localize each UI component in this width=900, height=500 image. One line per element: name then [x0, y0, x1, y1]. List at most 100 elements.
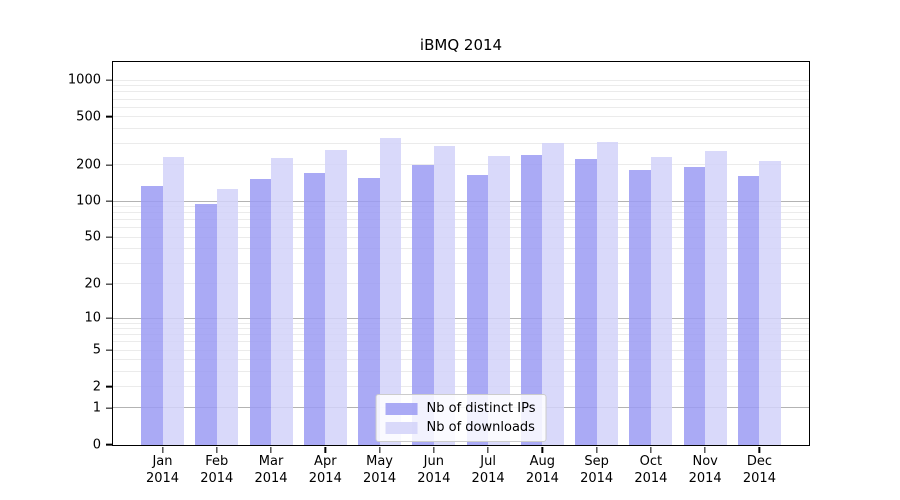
x-tick-label-jul: Jul 2014 [471, 454, 505, 486]
gridline-5 [113, 349, 809, 351]
y-tick-label-500: 500 [76, 109, 101, 125]
x-tick-mar [270, 446, 272, 453]
bar-sep-nb-of-distinct-ips [575, 158, 597, 445]
legend-label: Nb of downloads [426, 420, 535, 435]
bar-aug-nb-of-downloads [542, 142, 564, 445]
gridline-8 [113, 328, 809, 330]
y-tick-label-5: 5 [92, 342, 101, 358]
bar-group-mar: Mar 2014 [249, 62, 293, 486]
gridline-20 [113, 283, 809, 285]
gridline-6 [113, 341, 809, 343]
bar-jun-nb-of-downloads [433, 145, 456, 445]
x-tick-aug [541, 446, 544, 453]
x-tick-apr [324, 446, 326, 453]
bar-may-nb-of-distinct-ips [358, 178, 380, 445]
y-tick-label-10: 10 [84, 310, 101, 326]
bar-apr-nb-of-distinct-ips [303, 172, 326, 445]
bar-feb-nb-of-downloads [216, 189, 239, 445]
gridline-800 [113, 91, 809, 93]
x-tick-sep [595, 446, 598, 453]
gridline-1000 [113, 79, 809, 81]
gridline-50 [113, 236, 809, 238]
bar-mar-nb-of-distinct-ips [249, 179, 272, 445]
gridline-4 [113, 359, 809, 361]
x-tick-label-may: May 2014 [363, 454, 397, 486]
x-tick-jun [433, 446, 435, 453]
gridline-3 [113, 370, 809, 372]
bar-group-dec: Dec 2014 [737, 62, 781, 486]
legend-label: Nb of distinct IPs [426, 401, 536, 416]
x-tick-label-dec: Dec 2014 [742, 454, 776, 486]
bar-group-nov: Nov 2014 [683, 62, 727, 486]
bar-group-oct: Oct 2014 [629, 62, 673, 486]
x-tick-label-mar: Mar 2014 [254, 454, 288, 486]
y-tick-label-1: 1 [92, 400, 101, 416]
x-tick-dec [758, 446, 761, 453]
y-tick-1000 [106, 79, 112, 81]
gridline-200 [113, 164, 809, 166]
y-tick-10 [106, 317, 112, 319]
y-axis: 0 1 2 5 10 20 50 100 200 500 1000 [0, 63, 112, 452]
x-tick-label-nov: Nov 2014 [688, 454, 722, 486]
x-tick-jan [161, 446, 164, 453]
gridline-9 [113, 322, 809, 324]
plot-area: Jan 2014 Feb 2014 Mar 2014 Apr 2014 May 2014 Jun 20… [112, 61, 810, 486]
y-tick-1 [106, 407, 112, 409]
bar-group-may: May 2014 [358, 62, 402, 486]
x-tick-label-jan: Jan 2014 [145, 454, 180, 486]
y-tick-200 [106, 164, 112, 166]
bar-jan-nb-of-distinct-ips [141, 185, 163, 445]
gridline-90 [113, 206, 809, 208]
gridline-major-100 [113, 200, 809, 202]
bar-oct-nb-of-downloads [650, 157, 673, 445]
bar-nov-nb-of-downloads [705, 151, 727, 445]
gridline-70 [113, 219, 809, 221]
y-tick-label-50: 50 [84, 229, 101, 245]
bar-group-apr: Apr 2014 [303, 62, 347, 486]
bar-aug-nb-of-distinct-ips [520, 154, 543, 445]
bar-oct-nb-of-distinct-ips [629, 169, 651, 445]
y-tick-20 [106, 283, 112, 285]
bar-group-jun: Jun 2014 [412, 62, 456, 486]
x-tick-may [378, 446, 381, 453]
gridline-7 [113, 334, 809, 336]
y-tick-label-100: 100 [76, 193, 101, 209]
x-tick-feb [216, 446, 218, 453]
gridline-30 [113, 262, 809, 264]
bar-group-jul: Jul 2014 [466, 62, 510, 486]
x-tick-jul [487, 446, 489, 453]
legend-row-nb-of-downloads: Nb of downloads [385, 420, 536, 435]
gridline-400 [113, 127, 809, 129]
bar-group-feb: Feb 2014 [195, 62, 239, 486]
y-tick-label-200: 200 [76, 157, 101, 173]
y-tick-50 [106, 236, 112, 238]
x-tick-label-feb: Feb 2014 [200, 454, 234, 486]
y-tick-label-20: 20 [84, 276, 101, 292]
bar-sep-nb-of-downloads [596, 141, 619, 445]
bars-row: Jan 2014 Feb 2014 Mar 2014 Apr 2014 May 2014 Jun 20… [113, 62, 809, 486]
bar-jun-nb-of-distinct-ips [412, 164, 434, 445]
bar-feb-nb-of-distinct-ips [195, 203, 217, 445]
gridline-2 [113, 386, 809, 388]
legend: Nb of distinct IPs Nb of downloads [375, 394, 547, 442]
y-tick-2 [106, 385, 112, 388]
y-tick-500 [106, 116, 112, 118]
x-tick-label-sep: Sep 2014 [580, 454, 614, 486]
x-tick-nov [704, 446, 706, 453]
chart-title: iBMQ 2014 [419, 36, 503, 54]
y-tick-label-0: 0 [92, 437, 101, 452]
x-tick-label-apr: Apr 2014 [308, 454, 342, 486]
bar-jul-nb-of-downloads [488, 156, 510, 445]
x-tick-label-oct: Oct 2014 [634, 454, 668, 486]
gridline-major-10 [113, 317, 809, 319]
legend-swatch [385, 421, 418, 434]
bar-may-nb-of-downloads [379, 137, 402, 445]
gridline-700 [113, 98, 809, 100]
y-tick-5 [106, 349, 112, 351]
y-tick-0 [106, 443, 112, 446]
bar-mar-nb-of-downloads [271, 157, 293, 445]
bar-group-sep: Sep 2014 [575, 62, 619, 486]
y-tick-label-2: 2 [92, 379, 101, 395]
gridline-600 [113, 106, 809, 108]
